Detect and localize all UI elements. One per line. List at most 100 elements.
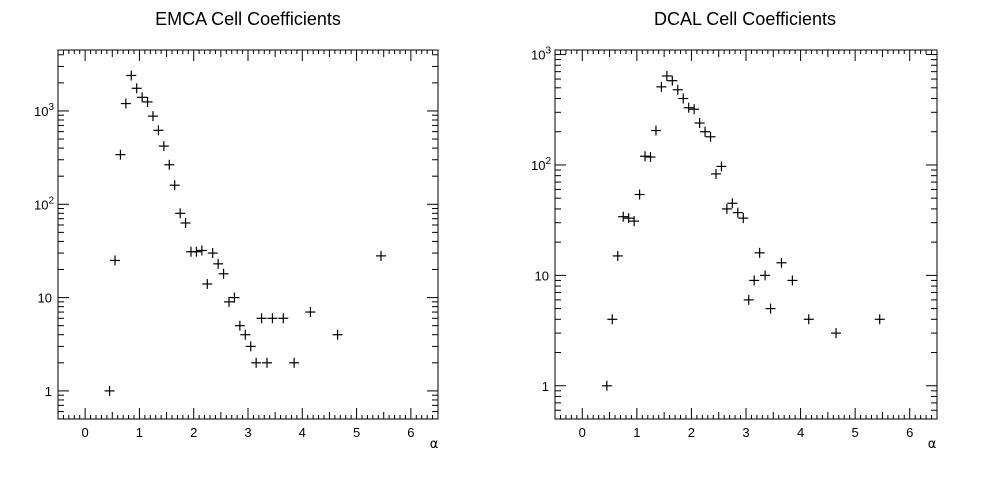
emca-y-tick-label: 1 [45, 384, 52, 399]
dcal-x-tick-label: 2 [688, 425, 695, 440]
dcal-plot-frame [554, 49, 938, 420]
dcal-x-tick-label: 4 [797, 425, 804, 440]
emca-data-point [305, 307, 316, 318]
emca-y-tick-label: 103 [34, 102, 54, 119]
emca-x-tick-label: 0 [82, 425, 89, 440]
dcal-data-point [787, 275, 798, 286]
emca-data-point [224, 296, 234, 307]
dcal-x-tick-label: 1 [633, 425, 640, 440]
dcal-data-points [601, 70, 885, 391]
dcal-y-tick-label: 1 [542, 379, 549, 394]
dcal-data-point [640, 151, 651, 162]
emca-data-point [131, 83, 142, 94]
emca-panel: EMCA Cell Coefficients α 0 1 2 3 4 5 6 1 10 102 10… [34, 9, 439, 452]
dcal-data-point [765, 303, 776, 314]
emca-data-point [289, 357, 300, 368]
dcal-x-tick-label: 6 [906, 425, 913, 440]
emca-data-point [169, 180, 180, 191]
dcal-data-point [612, 250, 623, 261]
dcal-x-tick-label: 0 [579, 425, 586, 440]
dcal-data-point [607, 314, 618, 325]
dcal-data-point [716, 161, 727, 172]
emca-x-tick-label: 2 [190, 425, 197, 440]
dcal-data-point [694, 117, 705, 128]
dcal-data-point [710, 168, 721, 179]
dcal-data-point [732, 207, 743, 218]
emca-data-point [164, 159, 175, 170]
dcal-x-tick-label: 5 [852, 425, 859, 440]
dcal-data-point [705, 131, 716, 142]
emca-axis-ticks: 0 1 2 3 4 5 6 1 10 102 103 [34, 50, 439, 440]
dcal-data-point [689, 104, 700, 115]
emca-data-point [180, 217, 191, 228]
dcal-data-point [618, 211, 629, 222]
dcal-panel: DCAL Cell Coefficients α 0 1 2 3 4 5 6 1 10 102 10… [531, 9, 938, 452]
emca-data-point [218, 268, 229, 279]
dcal-x-axis-label: α [928, 437, 937, 452]
dcal-data-point [661, 70, 672, 81]
emca-data-point [229, 292, 240, 303]
emca-data-point [256, 313, 267, 324]
dcal-data-point [743, 294, 754, 305]
dcal-data-point [721, 203, 732, 214]
emca-data-point [126, 70, 137, 81]
dcal-data-point [803, 314, 814, 325]
dcal-data-point [683, 102, 694, 113]
dcal-data-point [601, 380, 612, 391]
dcal-chart-title: DCAL Cell Coefficients [654, 9, 836, 29]
dcal-y-tick-label: 10 [535, 268, 549, 283]
emca-data-point [196, 245, 207, 256]
dcal-data-point [831, 328, 842, 339]
emca-data-point [175, 208, 186, 219]
emca-data-point [278, 313, 289, 324]
emca-data-point [207, 248, 218, 259]
dcal-data-point [623, 213, 634, 224]
emca-data-point [115, 149, 126, 160]
emca-data-point [110, 255, 120, 266]
dcal-data-point [754, 247, 765, 258]
dcal-y-tick-label: 102 [531, 156, 551, 173]
emca-x-tick-label: 3 [244, 425, 251, 440]
emca-data-points [104, 70, 386, 396]
emca-data-point [142, 96, 153, 107]
emca-chart-title: EMCA Cell Coefficients [155, 9, 341, 29]
emca-data-point [245, 341, 256, 352]
emca-data-point [267, 313, 278, 324]
emca-x-tick-label: 5 [353, 425, 360, 440]
dcal-axis-ticks: 0 1 2 3 4 5 6 1 10 102 103 [531, 46, 938, 440]
emca-data-point [191, 246, 202, 257]
emca-data-point [153, 125, 164, 136]
dcal-data-point [727, 198, 738, 209]
emca-data-point [262, 357, 272, 368]
emca-x-tick-label: 4 [299, 425, 306, 440]
dcal-data-point [700, 126, 711, 137]
emca-data-point [202, 278, 213, 289]
dcal-y-tick-label: 103 [531, 46, 551, 63]
dcal-data-point [749, 275, 760, 286]
emca-data-point [104, 385, 115, 396]
emca-data-point [120, 98, 131, 109]
emca-data-point [251, 357, 262, 368]
dcal-x-tick-label: 3 [742, 425, 749, 440]
emca-y-tick-label: 10 [38, 291, 52, 306]
dcal-data-point [634, 189, 645, 200]
dcal-data-point [672, 84, 683, 95]
emca-data-point [376, 250, 386, 261]
emca-data-point [213, 258, 224, 269]
dcal-data-point [629, 216, 640, 227]
emca-x-tick-label: 1 [136, 425, 143, 440]
emca-data-point [148, 111, 158, 122]
dcal-data-point [874, 314, 885, 325]
dcal-data-point [656, 81, 667, 92]
emca-data-point [234, 320, 245, 331]
dcal-data-point [776, 257, 787, 268]
emca-data-point [332, 329, 343, 340]
emca-x-axis-label: α [430, 437, 439, 452]
dcal-data-point [667, 75, 678, 86]
emca-data-point [158, 141, 169, 152]
emca-x-tick-label: 6 [407, 425, 414, 440]
dcal-data-point [645, 152, 656, 163]
emca-data-point [137, 92, 148, 103]
